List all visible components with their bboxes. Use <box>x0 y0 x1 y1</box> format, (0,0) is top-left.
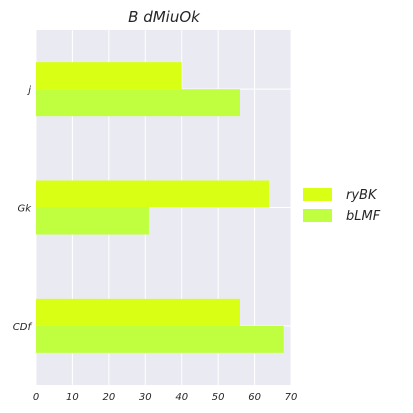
x-axis-ticks: 0 10 20 30 40 50 60 70 <box>33 392 298 403</box>
x-tick-label: 10 <box>66 392 79 403</box>
legend-label: ryBK <box>346 188 378 203</box>
bar-bLMF-j <box>36 89 240 117</box>
legend-label: bLMF <box>346 209 381 224</box>
x-tick-label: 20 <box>102 392 115 403</box>
x-tick-label: 40 <box>175 392 188 403</box>
bar-ryBK-Gk <box>36 180 270 208</box>
y-tick-label: Gk <box>17 204 32 215</box>
x-tick-label: 0 <box>33 392 39 403</box>
y-tick-label: CDf <box>13 322 33 333</box>
x-tick-label: 30 <box>139 392 152 403</box>
legend-swatch <box>303 209 332 222</box>
bar-bLMF-CDf <box>36 325 284 353</box>
legend: ryBK bLMF <box>303 188 381 224</box>
y-axis-ticks: j Gk CDf <box>13 85 33 333</box>
chart-title: B dMiuOk <box>128 8 201 26</box>
bar-ryBK-j <box>36 62 182 90</box>
y-tick-label: j <box>26 85 31 96</box>
legend-swatch <box>303 188 332 201</box>
x-tick-label: 60 <box>248 392 261 403</box>
bars <box>36 62 284 353</box>
bar-ryBK-CDf <box>36 298 240 326</box>
x-tick-label: 70 <box>285 392 298 403</box>
x-tick-label: 50 <box>212 392 225 403</box>
bar-bLMF-Gk <box>36 207 149 235</box>
